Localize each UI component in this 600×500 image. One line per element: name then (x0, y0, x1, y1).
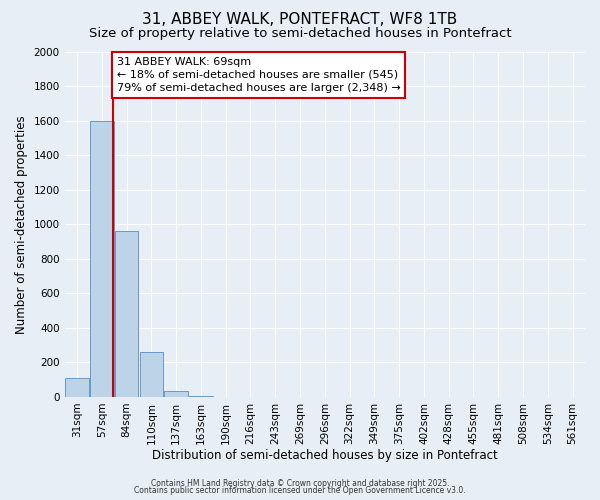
Text: 31 ABBEY WALK: 69sqm
← 18% of semi-detached houses are smaller (545)
79% of semi: 31 ABBEY WALK: 69sqm ← 18% of semi-detac… (117, 56, 400, 93)
Bar (164, 391, 188, 397)
Text: 31, ABBEY WALK, PONTEFRACT, WF8 1TB: 31, ABBEY WALK, PONTEFRACT, WF8 1TB (142, 12, 458, 28)
Text: Contains public sector information licensed under the Open Government Licence v3: Contains public sector information licen… (134, 486, 466, 495)
Bar (90, 120, 113, 397)
Y-axis label: Number of semi-detached properties: Number of semi-detached properties (15, 115, 28, 334)
Bar (189, 396, 213, 397)
Text: Contains HM Land Registry data © Crown copyright and database right 2025.: Contains HM Land Registry data © Crown c… (151, 478, 449, 488)
Text: Size of property relative to semi-detached houses in Pontefract: Size of property relative to semi-detach… (89, 28, 511, 40)
Bar (65, 378, 89, 397)
X-axis label: Distribution of semi-detached houses by size in Pontefract: Distribution of semi-detached houses by … (152, 450, 498, 462)
Bar (115, 231, 139, 397)
Bar (140, 352, 163, 397)
